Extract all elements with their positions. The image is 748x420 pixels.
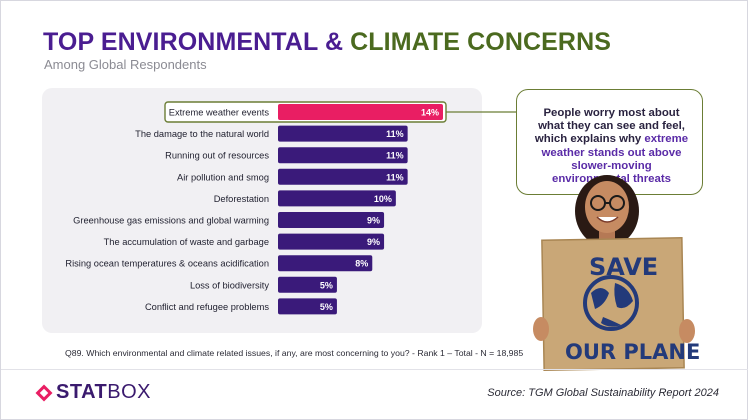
- bar: [278, 276, 337, 293]
- category-label: Conflict and refugee problems: [145, 302, 269, 312]
- category-label: Loss of biodiversity: [190, 280, 269, 290]
- value-label: 14%: [421, 108, 439, 118]
- value-label: 5%: [320, 280, 333, 290]
- statbox-logo-icon: [35, 384, 53, 401]
- category-label: Deforestation: [214, 194, 269, 204]
- bar: [278, 104, 443, 120]
- category-label: The accumulation of waste and garbage: [104, 237, 269, 247]
- bar: [278, 190, 396, 207]
- value-label: 8%: [355, 259, 368, 269]
- category-label: Rising ocean temperatures & oceans acidi…: [65, 259, 269, 269]
- sign-line-1: SAVE: [589, 253, 658, 281]
- value-label: 5%: [320, 302, 333, 312]
- bar: [278, 168, 408, 185]
- title-part-1: TOP ENVIRONMENTAL: [43, 28, 318, 56]
- sign-line-2: OUR PLANET: [565, 340, 699, 364]
- chart-panel: [42, 88, 482, 333]
- page-title: TOP ENVIRONMENTAL & CLIMATE CONCERNS: [43, 28, 611, 56]
- value-label: 10%: [374, 194, 392, 204]
- value-label: 11%: [386, 151, 404, 161]
- value-label: 9%: [367, 237, 380, 247]
- footer-divider: [1, 369, 748, 370]
- callout-text: People worry most about what they can se…: [534, 107, 685, 146]
- bar: [278, 212, 385, 228]
- bar: [278, 298, 337, 315]
- bar: [278, 147, 408, 164]
- category-label: Running out of resources: [165, 151, 269, 161]
- girl-holding-sign-photo: SAVE OUR PLANET: [529, 171, 715, 371]
- category-label: Greenhouse gas emissions and global warm…: [73, 216, 269, 226]
- logo-wordmark: STATBOX: [56, 381, 151, 403]
- bar: [278, 233, 385, 250]
- value-label: 11%: [386, 172, 404, 182]
- value-label: 11%: [386, 129, 404, 139]
- bar: [278, 125, 408, 142]
- category-label: Air pollution and smog: [177, 172, 269, 182]
- value-label: 9%: [367, 216, 380, 226]
- insight-callout: People worry most about what they can se…: [516, 89, 703, 195]
- category-label: The damage to the natural world: [135, 129, 269, 139]
- page-subtitle: Among Global Respondents: [44, 57, 207, 72]
- category-label: Extreme weather events: [169, 108, 270, 118]
- bar: [278, 255, 373, 272]
- source-credit: Source: TGM Global Sustainability Report…: [487, 387, 719, 399]
- title-part-2: CLIMATE CONCERNS: [350, 28, 611, 56]
- statbox-logo: STATBOX: [35, 381, 151, 404]
- title-ampersand: &: [324, 28, 344, 56]
- survey-question: Q89. Which environmental and climate rel…: [65, 348, 524, 358]
